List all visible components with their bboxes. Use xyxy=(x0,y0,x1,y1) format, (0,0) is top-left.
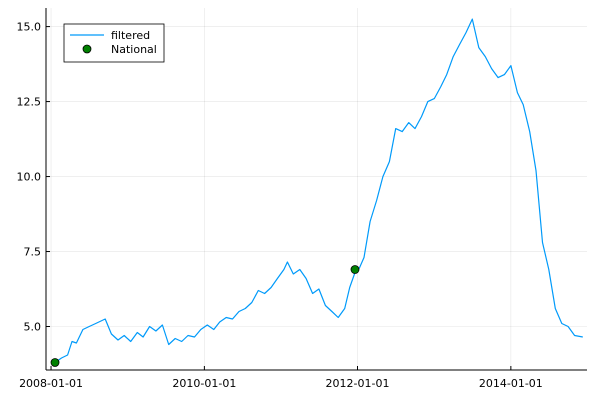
y-tick-label: 7.5 xyxy=(24,246,42,259)
y-tick-label: 12.5 xyxy=(17,96,42,109)
data-point-national-1 xyxy=(350,265,360,274)
data-point-national-0 xyxy=(50,358,60,367)
grid-lines xyxy=(46,8,587,370)
y-tick-label: 5.0 xyxy=(24,321,42,334)
legend-label-national: National xyxy=(111,43,157,56)
y-tick-label: 10.0 xyxy=(17,171,42,184)
legend: filtered National xyxy=(63,23,165,63)
series-layer xyxy=(50,18,583,367)
x-tick-label: 2010-01-01 xyxy=(172,377,236,390)
axes xyxy=(45,8,587,371)
x-tick-label: 2012-01-01 xyxy=(326,377,390,390)
x-tick-label: 2014-01-01 xyxy=(479,377,543,390)
legend-box xyxy=(63,23,165,63)
series-line-filtered xyxy=(54,18,583,363)
x-tick-label: 2008-01-01 xyxy=(19,377,83,390)
y-tick-label: 15.0 xyxy=(17,21,42,34)
tick-labels: 2008-01-01 2010-01-01 2012-01-01 2014-01-01… xyxy=(17,21,543,390)
legend-label-filtered: filtered xyxy=(111,29,150,42)
legend-dot-marker xyxy=(82,44,92,54)
